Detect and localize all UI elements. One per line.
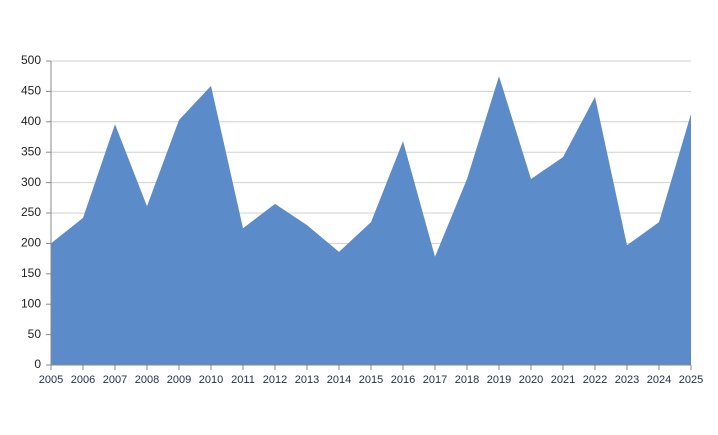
- x-tick-label: 2008: [135, 374, 159, 386]
- x-tick-label: 2022: [583, 374, 607, 386]
- y-tick-label: 350: [21, 144, 41, 158]
- x-tick-label: 2016: [391, 374, 415, 386]
- area: [51, 76, 691, 365]
- x-tick-label: 2009: [167, 374, 191, 386]
- y-tick-label: 0: [34, 357, 41, 371]
- x-tick-label: 2006: [71, 374, 95, 386]
- y-tick-label: 50: [28, 327, 42, 341]
- x-tick-label: 2017: [423, 374, 447, 386]
- x-tick-label: 2015: [359, 374, 383, 386]
- y-tick-label: 150: [21, 266, 41, 280]
- y-tick-label: 200: [21, 236, 41, 250]
- x-tick-label: 2019: [487, 374, 511, 386]
- x-tick-label: 2014: [327, 374, 351, 386]
- x-tick-label: 2024: [647, 374, 671, 386]
- x-tick-label: 2025: [679, 374, 703, 386]
- x-tick-label: 2011: [231, 374, 255, 386]
- y-tick-label: 400: [21, 114, 41, 128]
- x-tick-label: 2010: [199, 374, 223, 386]
- x-tick-label: 2007: [103, 374, 127, 386]
- x-tick-label: 2005: [39, 374, 63, 386]
- y-tick-label: 500: [21, 53, 41, 67]
- x-tick-label: 2013: [295, 374, 319, 386]
- x-tick-label: 2012: [263, 374, 287, 386]
- x-tick-label: 2023: [615, 374, 639, 386]
- y-tick-label: 300: [21, 175, 41, 189]
- y-tick-label: 250: [21, 205, 41, 219]
- y-tick-label: 100: [21, 296, 41, 310]
- x-tick-label: 2018: [455, 374, 479, 386]
- x-tick-label: 2020: [519, 374, 543, 386]
- x-tick-label: 2021: [551, 374, 575, 386]
- y-tick-label: 450: [21, 84, 41, 98]
